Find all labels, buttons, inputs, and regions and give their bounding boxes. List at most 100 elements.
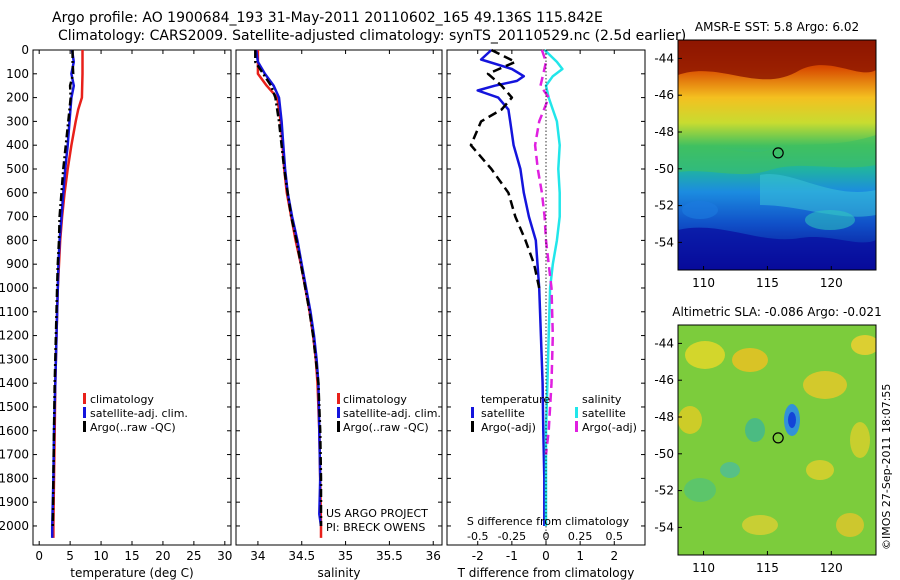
s-diff-tick-label: 0.5 [606, 530, 624, 543]
x-tick-label: 35.5 [376, 549, 403, 563]
salinity-legend: climatology satellite-adj. clim. Argo(..… [337, 393, 441, 434]
map-x-tick-label: 110 [692, 561, 715, 575]
s-difference-axis-label: S difference from climatology [467, 515, 630, 528]
x-tick-label: -1 [506, 549, 518, 563]
legend-swatch-satellite [337, 407, 340, 418]
y-tick-label: 1100 [0, 305, 29, 319]
argo-position-marker-sla [772, 432, 784, 444]
imos-watermark: ©IMOS 27-Sep-2011 18:07:55 [880, 384, 893, 550]
series-line-argo-raw-qc- [51, 50, 75, 527]
y-tick-label: 0 [21, 43, 29, 57]
figure-title-line1: Argo profile: AO 1900684_193 31-May-2011… [52, 10, 603, 26]
series-line-salinity-satellite [543, 49, 564, 526]
x-tick-label: 10 [93, 549, 108, 563]
map-y-tick-label: -52 [654, 199, 674, 213]
series-line-temperature-satellite [476, 49, 546, 526]
argo-position-marker-sst [772, 147, 784, 159]
figure-title-line2: Climatology: CARS2009. Satellite-adjuste… [58, 28, 687, 44]
y-tick-label: 1500 [0, 400, 29, 414]
map-y-tick-label: -52 [654, 484, 674, 498]
y-tick-label: 1900 [0, 495, 29, 509]
y-tick-label: 1600 [0, 424, 29, 438]
x-tick-label: 0 [35, 549, 43, 563]
map-y-tick-label: -54 [654, 520, 674, 534]
x-tick-label: 0 [542, 549, 550, 563]
map-y-tick-label: -48 [654, 410, 674, 424]
x-tick-label: 36 [426, 549, 441, 563]
legend-swatch-climatology [83, 393, 86, 404]
project-name: US ARGO PROJECT [326, 507, 428, 520]
series-line-salinity-argo-adj- [533, 49, 555, 455]
s-diff-tick-label: -0.5 [467, 530, 488, 543]
map-y-tick-label: -44 [654, 336, 674, 350]
map-y-tick-label: -48 [654, 125, 674, 139]
legend-label-s-argo: Argo(-adj) [582, 421, 637, 434]
map-x-tick-label: 115 [756, 276, 779, 290]
sla-map-title: Altimetric SLA: -0.086 Argo: -0.021 [672, 305, 881, 319]
x-tick-label: 1 [576, 549, 584, 563]
y-tick-label: 700 [6, 210, 29, 224]
y-tick-label: 2000 [0, 519, 29, 533]
temperature-axis-label: temperature (deg C) [70, 566, 193, 580]
legend-swatch-s-satellite [575, 407, 578, 418]
legend-swatch-climatology [337, 393, 340, 404]
series-line-argo-raw-qc- [254, 50, 323, 526]
temperature-legend: climatology satellite-adj. clim. Argo(..… [83, 393, 188, 434]
s-diff-tick-label: 0.25 [568, 530, 593, 543]
legend-swatch-t-satellite [471, 407, 474, 418]
series-line-temperature-argo-adj- [469, 48, 541, 289]
salinity-axis-label: salinity [317, 566, 360, 580]
y-tick-label: 1300 [0, 352, 29, 366]
salinity-axes [235, 49, 443, 546]
legend-label-argo: Argo(..raw -QC) [343, 421, 429, 434]
t-difference-axis-label: T difference from climatology [457, 566, 635, 580]
sst-map-frame [677, 39, 877, 271]
legend-label-t-argo: Argo(-adj) [481, 421, 536, 434]
sst-heatmap [678, 40, 876, 270]
legend-label-climatology: climatology [90, 393, 154, 406]
map-y-tick-label: -50 [654, 447, 674, 461]
series-line-climatology [256, 50, 323, 538]
legend-label-argo: Argo(..raw -QC) [90, 421, 176, 434]
map-y-tick-label: -54 [654, 235, 674, 249]
y-tick-label: 1800 [0, 471, 29, 485]
y-tick-label: 200 [6, 91, 29, 105]
map-x-tick-label: 120 [820, 276, 843, 290]
legend-label-s-satellite: satellite [582, 407, 626, 420]
sla-heatmap [678, 325, 876, 555]
x-tick-label: 34.5 [288, 549, 315, 563]
y-tick-label: 1000 [0, 281, 29, 295]
legend-title-salinity: salinity [582, 393, 622, 406]
legend-swatch-argo [337, 421, 340, 432]
y-tick-label: 1700 [0, 448, 29, 462]
legend-title-temperature: temperature [481, 393, 550, 406]
y-tick-label: 500 [6, 162, 29, 176]
x-tick-label: 20 [155, 549, 170, 563]
x-tick-label: 2 [610, 549, 618, 563]
y-tick-label: 600 [6, 186, 29, 200]
map-x-tick-label: 115 [756, 561, 779, 575]
y-tick-label: 100 [6, 67, 29, 81]
legend-swatch-argo [83, 421, 86, 432]
x-tick-label: -2 [472, 549, 484, 563]
y-tick-label: 800 [6, 233, 29, 247]
legend-swatch-satellite [83, 407, 86, 418]
x-tick-label: 35 [338, 549, 353, 563]
temperature-axes [32, 49, 232, 546]
legend-label-climatology: climatology [343, 393, 407, 406]
sst-map-title: AMSR-E SST: 5.8 Argo: 6.02 [695, 20, 859, 34]
map-y-tick-label: -44 [654, 51, 674, 65]
y-tick-label: 900 [6, 257, 29, 271]
legend-label-satellite: satellite-adj. clim. [90, 407, 188, 420]
x-tick-label: 15 [124, 549, 139, 563]
series-line-satellite-adj-clim- [50, 49, 76, 538]
s-diff-tick-label: -0.25 [498, 530, 526, 543]
x-tick-label: 5 [66, 549, 74, 563]
map-y-tick-label: -46 [654, 373, 674, 387]
x-tick-label: 25 [186, 549, 201, 563]
legend-swatch-s-argo [575, 421, 578, 432]
x-tick-label: 34 [250, 549, 265, 563]
principal-investigator: PI: BRECK OWENS [326, 521, 425, 534]
legend-label-t-satellite: satellite [481, 407, 525, 420]
